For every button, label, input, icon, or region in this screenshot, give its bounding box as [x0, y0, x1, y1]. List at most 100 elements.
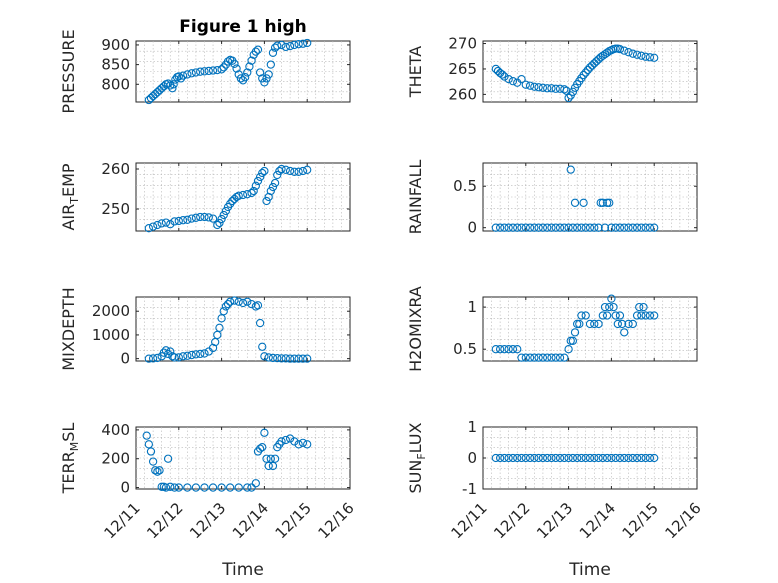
data-point: [534, 223, 543, 232]
data-point: [525, 81, 535, 90]
data-point: [196, 349, 205, 359]
data-point: [641, 453, 650, 463]
data-point: [230, 59, 239, 68]
data-point: [639, 302, 648, 312]
data-point: [148, 222, 158, 231]
data-point: [303, 38, 312, 48]
data-point: [183, 483, 192, 492]
data-point: [581, 223, 590, 232]
data-point: [495, 345, 505, 354]
data-point: [495, 223, 505, 232]
data-point: [650, 223, 659, 232]
y-axis-label: SUNFLUX: [406, 422, 428, 493]
data-point: [645, 223, 655, 232]
data-point: [226, 483, 235, 492]
data-point: [534, 353, 543, 362]
data-point: [170, 353, 179, 362]
data-point: [579, 198, 588, 207]
data-point: [213, 220, 222, 230]
data-point: [273, 41, 282, 50]
data-point: [551, 353, 560, 362]
data-point: [285, 166, 295, 176]
data-point: [602, 453, 612, 463]
data-point: [573, 319, 582, 329]
data-point: [504, 453, 513, 463]
data-point: [243, 483, 252, 492]
data-point: [525, 453, 535, 463]
y-tick-label: 260: [101, 160, 130, 178]
data-point: [268, 182, 278, 192]
data-point: [166, 220, 175, 229]
data-point: [605, 198, 614, 207]
data-point: [568, 453, 578, 463]
data-point: [547, 453, 556, 463]
data-point: [148, 457, 158, 466]
data-point: [174, 216, 183, 226]
chart-title: Figure 1 high: [179, 17, 307, 37]
data-point: [236, 74, 246, 83]
data-point: [611, 44, 620, 53]
data-point: [551, 223, 560, 232]
data-series: [491, 44, 659, 103]
data-point: [568, 223, 578, 232]
data-point: [513, 345, 522, 354]
data-point: [264, 192, 273, 202]
data-point: [290, 40, 299, 50]
data-series: [491, 165, 659, 232]
data-point: [602, 48, 612, 57]
data-point: [144, 224, 153, 233]
data-point: [258, 74, 267, 83]
data-point: [277, 354, 286, 363]
y-tick-label: 1: [467, 298, 477, 316]
data-point: [247, 188, 256, 198]
data-point: [215, 218, 224, 228]
data-point: [500, 72, 509, 81]
data-point: [270, 178, 280, 188]
data-point: [632, 453, 642, 463]
subplot-6: 0.5 1 H2OMIXRA: [406, 286, 698, 372]
y-axis-label: PRESSURE: [59, 29, 78, 113]
data-point: [166, 482, 175, 491]
data-point: [500, 223, 509, 232]
data-point: [641, 223, 650, 232]
x-axis-label: Time: [568, 560, 611, 580]
data-point: [555, 223, 565, 232]
data-point: [602, 198, 612, 207]
data-point: [568, 87, 578, 96]
data-series: [142, 428, 312, 492]
data-point: [560, 223, 569, 232]
data-point: [251, 47, 260, 56]
data-point: [285, 354, 295, 363]
data-point: [255, 68, 265, 77]
y-axis-label: THETA: [406, 46, 425, 98]
data-point: [187, 214, 196, 223]
data-point: [632, 50, 642, 59]
data-point: [178, 71, 188, 80]
data-point: [243, 297, 252, 306]
data-point: [247, 483, 256, 492]
data-point: [641, 52, 650, 61]
data-point: [157, 482, 166, 491]
data-point: [268, 353, 278, 363]
x-axis-label: Time: [221, 560, 264, 580]
data-point: [163, 349, 173, 359]
data-point: [226, 199, 235, 208]
data-point: [615, 311, 625, 320]
data-point: [174, 483, 183, 492]
data-point: [240, 73, 250, 82]
data-point: [277, 437, 286, 446]
data-point: [170, 483, 179, 492]
data-point: [570, 328, 580, 337]
data-point: [166, 347, 175, 356]
data-point: [498, 70, 507, 79]
data-point: [577, 223, 586, 232]
data-point: [624, 319, 633, 329]
data-point: [155, 466, 164, 475]
data-point: [635, 302, 644, 312]
y-tick-label: 270: [448, 35, 477, 53]
data-point: [628, 453, 637, 463]
data-point: [303, 440, 312, 449]
data-series: [491, 453, 659, 463]
data-point: [168, 84, 177, 93]
